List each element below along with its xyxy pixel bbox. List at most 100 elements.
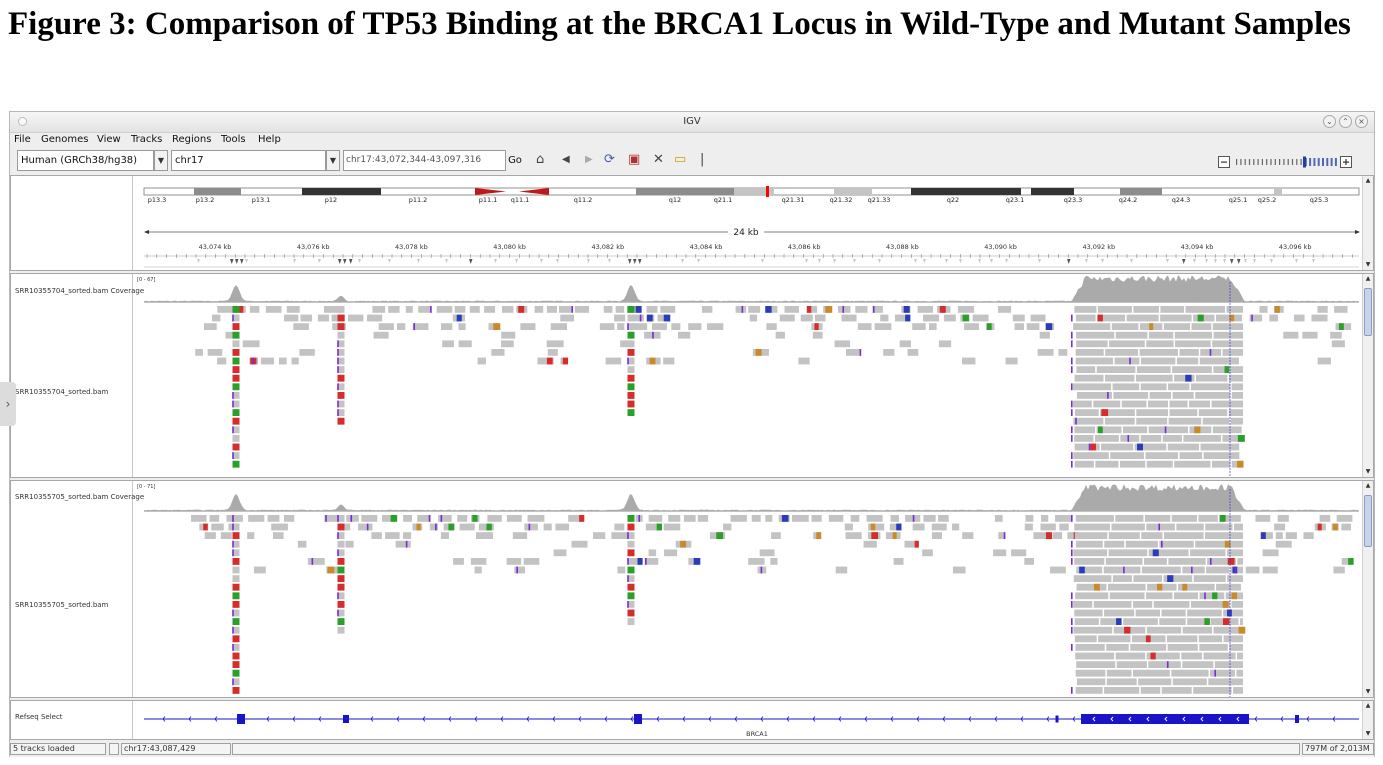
coverage-track-label[interactable]: SRR10355705_sorted.bam Coverage (15, 493, 145, 501)
minimize-icon[interactable]: ⌄ (1323, 115, 1336, 128)
insertion-marker (1129, 357, 1131, 365)
insertion-marker (405, 540, 408, 548)
track-scrollbar[interactable]: ▲ ▼ (1362, 274, 1373, 477)
popup-info-icon[interactable]: ▭ (674, 152, 687, 167)
zoom-widget[interactable] (1218, 154, 1352, 168)
mismatch-base (1185, 374, 1192, 382)
aligned-read (1123, 426, 1148, 434)
aligned-read (512, 532, 528, 539)
aligned-read (779, 314, 795, 322)
aligned-read (1185, 306, 1225, 313)
insertion-marker (1071, 618, 1073, 625)
alignment-track-label[interactable]: SRR10355704_sorted.bam (15, 388, 109, 396)
insertion-marker (232, 644, 234, 651)
menu-view[interactable]: View (97, 134, 121, 145)
zoom-slider-thumb (1303, 156, 1306, 168)
go-button[interactable]: Go (508, 155, 522, 166)
mismatch-base (1150, 652, 1156, 660)
aligned-read (766, 323, 777, 330)
insertion-marker (232, 426, 234, 434)
ruler-tick-label: 43,084 kb (690, 243, 723, 251)
insertion-marker (912, 515, 915, 522)
zoom-tick (1248, 159, 1251, 165)
menu-regions[interactable]: Regions (172, 134, 212, 145)
aligned-read (1168, 383, 1190, 391)
mismatch-base (337, 417, 345, 425)
header-scrollbar[interactable]: ▲ ▼ (1362, 176, 1373, 270)
aligned-read (1341, 523, 1352, 531)
aligned-read (1133, 601, 1153, 608)
aligned-read (1103, 566, 1141, 574)
alignment-view[interactable] (133, 481, 1363, 697)
gene-track-label[interactable]: Refseq Select (15, 713, 63, 721)
close-icon[interactable]: × (1355, 115, 1368, 128)
aligned-read (688, 323, 702, 330)
aligned-read (429, 523, 439, 531)
aligned-read (1104, 609, 1135, 617)
insertion-marker (337, 366, 339, 373)
resize-icon[interactable]: ✕ (653, 152, 664, 167)
chromosome-ideogram[interactable]: p13.3 p13.2 p13.1 p12 p11.2 p11.1 q11.1 q11.2 q1… (133, 176, 1363, 270)
aligned-read (922, 549, 933, 557)
ideogram-band (302, 188, 381, 195)
aligned-read (1138, 678, 1172, 686)
locus-input[interactable]: chr17:43,072,344-43,097,316 (343, 150, 506, 171)
aligned-read (1198, 635, 1223, 643)
mismatch-base (1317, 523, 1322, 531)
maximize-icon[interactable]: ⌃ (1339, 115, 1352, 128)
aligned-read (571, 540, 588, 548)
aligned-read (1223, 635, 1243, 643)
aligned-read (1206, 566, 1230, 574)
genome-select[interactable]: Human (GRCh38/hg38) (17, 150, 154, 171)
menu-tools[interactable]: Tools (221, 134, 246, 145)
aligned-read (952, 523, 960, 531)
chevron-down-icon[interactable]: ▼ (154, 150, 168, 171)
mismatch-base (627, 583, 635, 591)
back-icon[interactable]: ◀ (562, 154, 570, 165)
alignment-track-label[interactable]: SRR10355705_sorted.bam (15, 601, 109, 609)
home-icon[interactable]: ⌂ (536, 152, 545, 167)
aligned-read (1037, 349, 1054, 356)
peak-read (627, 366, 635, 373)
peak-read (232, 340, 240, 348)
forward-icon[interactable]: ▶ (585, 154, 593, 165)
strand-arrow (292, 716, 296, 722)
expand-panel-icon[interactable]: › (0, 382, 16, 426)
track-scrollbar[interactable]: ▲ ▼ (1362, 481, 1373, 697)
menu-genomes[interactable]: Genomes (41, 134, 89, 145)
ruler-tick-label: 43,080 kb (493, 243, 526, 251)
insertion-marker (337, 549, 339, 557)
aligned-read (207, 349, 223, 356)
chevron-down-icon[interactable]: ▼ (326, 150, 340, 171)
aligned-read (1191, 323, 1212, 330)
aligned-read (442, 340, 454, 348)
insertion-marker (413, 323, 416, 330)
ruler-line-icon[interactable]: | (700, 152, 705, 167)
gene-track[interactable]: BRCA1 (133, 701, 1363, 739)
region-navigator-icon[interactable]: ▣ (628, 152, 641, 167)
aligned-read (835, 566, 848, 574)
peak-read (627, 357, 635, 365)
window-menu-icon[interactable] (18, 117, 27, 126)
aligned-read (1108, 549, 1148, 557)
exon (1295, 715, 1299, 723)
zoom-tick (1279, 159, 1281, 165)
mismatch-base (986, 323, 992, 330)
menu-tracks[interactable]: Tracks (131, 134, 163, 145)
refresh-icon[interactable]: ⟳ (604, 152, 615, 167)
aligned-read (1136, 409, 1169, 416)
span-label: 24 kb (733, 228, 759, 238)
memory-status[interactable]: 797M of 2,013M (1302, 743, 1374, 755)
alignment-view[interactable] (133, 274, 1363, 477)
menu-help[interactable]: Help (258, 134, 281, 145)
menu-file[interactable]: File (14, 134, 31, 145)
insertion-marker (627, 558, 629, 565)
gene-scrollbar[interactable]: ▲ ▼ (1362, 701, 1373, 739)
coverage-track-label[interactable]: SRR10355704_sorted.bam Coverage (15, 287, 145, 295)
mismatch-base (232, 592, 240, 600)
aligned-read (1143, 558, 1167, 565)
aligned-read (1293, 314, 1305, 322)
feature-marker (417, 259, 420, 263)
aligned-read (1169, 400, 1188, 408)
chromosome-select[interactable]: chr17 (171, 150, 326, 171)
